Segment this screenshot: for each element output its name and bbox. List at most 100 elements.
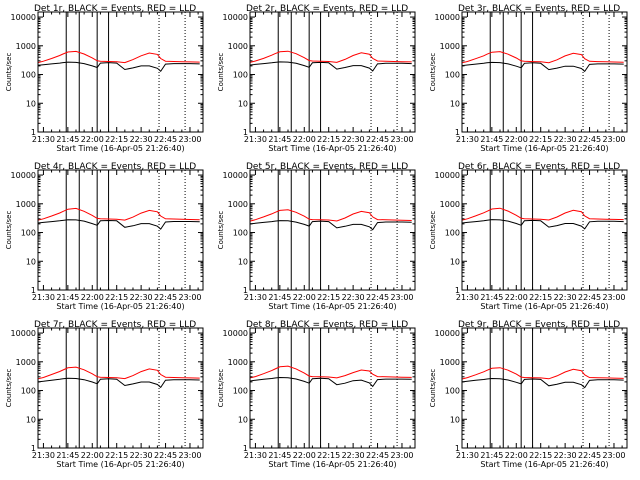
panel-title: Det 3r, BLACK = Events, RED = LLD — [458, 4, 620, 14]
x-tick-label: 22:30 — [342, 451, 365, 460]
x-tick-label: 21:45 — [480, 135, 503, 144]
x-tick-label: 23:00 — [390, 451, 413, 460]
plot-frame — [461, 11, 628, 133]
y-tick-label: 10000 — [435, 171, 460, 180]
x-tick-label: 22:15 — [317, 451, 340, 460]
plot-frame — [37, 11, 204, 133]
x-tick-label: 22:15 — [105, 135, 128, 144]
x-tick-label: 23:00 — [178, 293, 201, 302]
series-line-events — [37, 219, 200, 230]
x-tick-label: 22:45 — [154, 451, 177, 460]
y-tick-label: 10 — [26, 257, 36, 266]
x-tick-label: 21:45 — [56, 135, 79, 144]
y-tick-label: 10000 — [11, 329, 36, 338]
y-tick-label: 10 — [450, 99, 460, 108]
x-tick-label: 22:30 — [130, 451, 153, 460]
y-tick-label: 1 — [243, 286, 248, 295]
x-axis-label: Start Time (16-Apr-05 21:26:40) — [56, 302, 184, 311]
y-tick-label: 10000 — [223, 329, 248, 338]
y-axis-label: Counts/sec — [217, 53, 225, 92]
y-axis-label: Counts/sec — [429, 53, 437, 92]
plot-frame — [249, 169, 416, 291]
x-tick-label: 21:45 — [56, 451, 79, 460]
x-tick-label: 23:00 — [602, 293, 625, 302]
series-line-lld — [249, 365, 412, 379]
x-tick-label: 22:15 — [317, 293, 340, 302]
panel-title: Det 4r, BLACK = Events, RED = LLD — [34, 162, 196, 172]
y-tick-label: 1000 — [228, 200, 248, 209]
y-axis-label: Counts/sec — [5, 211, 13, 250]
x-tick-label: 22:00 — [293, 135, 316, 144]
x-tick-label: 21:45 — [268, 135, 291, 144]
y-tick-label: 10 — [238, 415, 248, 424]
series-line-lld — [249, 209, 412, 222]
x-tick-label: 22:45 — [154, 135, 177, 144]
x-tick-label: 22:00 — [505, 135, 528, 144]
y-tick-label: 100 — [21, 229, 36, 238]
panel-title: Det 7r, BLACK = Events, RED = LLD — [34, 320, 196, 330]
x-tick-label: 22:15 — [529, 293, 552, 302]
y-tick-label: 1 — [31, 286, 36, 295]
x-tick-label: 22:30 — [554, 451, 577, 460]
y-tick-label: 1 — [243, 128, 248, 137]
x-tick-label: 22:15 — [105, 293, 128, 302]
x-tick-label: 22:30 — [554, 293, 577, 302]
x-tick-label: 22:45 — [578, 135, 601, 144]
series-line-lld — [249, 50, 412, 63]
y-tick-label: 100 — [233, 387, 248, 396]
x-tick-label: 23:00 — [390, 293, 413, 302]
panel-6: Det 6r, BLACK = Events, RED = LLD 1 10 100 1… — [429, 162, 628, 311]
plot-frame — [461, 327, 628, 449]
y-tick-label: 100 — [21, 387, 36, 396]
y-tick-label: 10 — [26, 99, 36, 108]
y-tick-label: 1 — [455, 128, 460, 137]
series-line-lld — [37, 207, 200, 221]
panel-5: Det 5r, BLACK = Events, RED = LLD 1 10 100 1… — [217, 162, 416, 311]
x-tick-label: 21:30 — [456, 293, 479, 302]
x-tick-label: 22:00 — [81, 135, 104, 144]
series-line-lld — [461, 207, 624, 221]
series-line-events — [461, 377, 624, 389]
x-tick-label: 22:15 — [529, 135, 552, 144]
x-tick-label: 23:00 — [178, 451, 201, 460]
x-tick-label: 22:00 — [505, 451, 528, 460]
x-tick-label: 22:15 — [317, 135, 340, 144]
y-tick-label: 1000 — [440, 200, 460, 209]
x-tick-label: 22:15 — [105, 451, 128, 460]
y-tick-label: 10000 — [11, 13, 36, 22]
y-axis-label: Counts/sec — [217, 211, 225, 250]
x-axis-label: Start Time (16-Apr-05 21:26:40) — [268, 144, 396, 153]
x-tick-label: 23:00 — [602, 135, 625, 144]
x-tick-label: 21:30 — [244, 451, 267, 460]
x-tick-label: 22:00 — [293, 293, 316, 302]
y-axis-label: Counts/sec — [429, 211, 437, 250]
y-tick-label: 10000 — [11, 171, 36, 180]
series-line-events — [249, 61, 412, 72]
x-tick-label: 22:00 — [505, 293, 528, 302]
x-tick-label: 22:45 — [366, 293, 389, 302]
y-tick-label: 10 — [450, 257, 460, 266]
series-line-events — [249, 220, 412, 231]
x-axis-label: Start Time (16-Apr-05 21:26:40) — [480, 302, 608, 311]
series-line-lld — [37, 366, 200, 380]
series-line-lld — [461, 367, 624, 380]
panel-title: Det 8r, BLACK = Events, RED = LLD — [246, 320, 408, 330]
y-tick-label: 1 — [455, 444, 460, 453]
x-tick-label: 22:45 — [154, 293, 177, 302]
y-tick-label: 1000 — [228, 358, 248, 367]
x-tick-label: 21:30 — [32, 451, 55, 460]
x-tick-label: 21:30 — [32, 135, 55, 144]
panel-7: Det 7r, BLACK = Events, RED = LLD 1 10 100 1… — [5, 320, 204, 469]
plot-frame — [37, 169, 204, 291]
y-tick-label: 1000 — [16, 42, 36, 51]
x-tick-label: 22:00 — [81, 293, 104, 302]
x-tick-label: 21:45 — [268, 451, 291, 460]
x-tick-label: 21:30 — [456, 135, 479, 144]
x-axis-label: Start Time (16-Apr-05 21:26:40) — [56, 460, 184, 469]
x-axis-label: Start Time (16-Apr-05 21:26:40) — [480, 144, 608, 153]
y-tick-label: 100 — [233, 229, 248, 238]
series-line-events — [37, 61, 200, 73]
y-tick-label: 10 — [238, 257, 248, 266]
